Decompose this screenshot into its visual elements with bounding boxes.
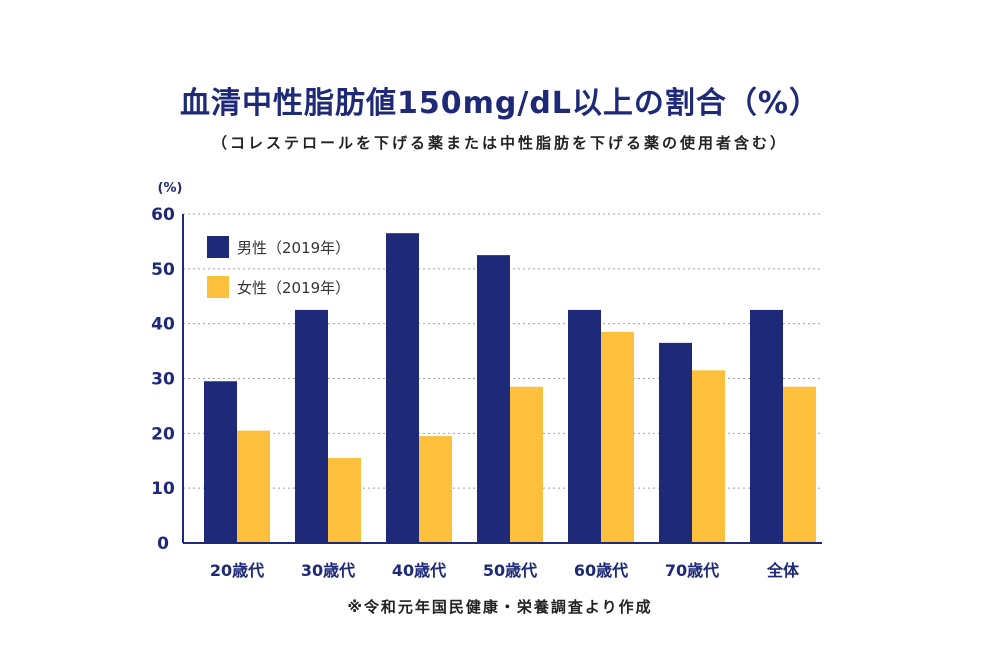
y-tick-label: 40 — [151, 315, 175, 335]
y-tick-label: 10 — [151, 479, 175, 499]
legend-swatch — [207, 276, 229, 298]
y-tick-label: 30 — [151, 370, 175, 390]
bar-male — [568, 309, 601, 543]
bar-male — [386, 233, 419, 544]
x-tick-labels: 20歳代 30歳代 40歳代 50歳代 60歳代 70歳代 全体 — [210, 561, 800, 580]
chart-subtitle: （コレステロールを下げる薬または中性脂肪を下げる薬の使用者含む） — [211, 134, 788, 152]
x-tick-label: 50歳代 — [483, 561, 537, 580]
bar-female — [692, 370, 725, 543]
legend-label: 女性（2019年） — [237, 279, 350, 297]
bar-female — [783, 386, 816, 543]
legend-label: 男性（2019年） — [237, 239, 350, 257]
legend: 男性（2019年） 女性（2019年） — [207, 236, 350, 298]
bar-female — [328, 458, 361, 543]
gridlines — [183, 213, 822, 489]
chart-title: 血清中性脂肪値150mg/dL以上の割合（%） — [180, 86, 820, 121]
x-tick-label: 40歳代 — [392, 561, 446, 580]
axes — [182, 214, 822, 544]
legend-swatch — [207, 236, 229, 258]
bars — [204, 233, 816, 544]
y-tick-label: 20 — [151, 424, 175, 444]
bar-female — [601, 331, 634, 543]
x-tick-label: 30歳代 — [301, 561, 355, 580]
bar-female — [419, 436, 452, 543]
y-axis-unit-label: (%) — [158, 181, 183, 196]
y-tick-labels: 0 10 20 30 40 50 60 — [151, 205, 175, 554]
source-note: ※令和元年国民健康・栄養調査より作成 — [347, 598, 653, 616]
x-tick-label: 20歳代 — [210, 561, 264, 580]
x-tick-label: 70歳代 — [665, 561, 719, 580]
x-tick-label: 全体 — [766, 561, 800, 580]
y-tick-label: 50 — [151, 260, 175, 280]
bar-female — [510, 386, 543, 543]
y-tick-label: 0 — [157, 534, 169, 554]
bar-female — [237, 430, 270, 543]
x-tick-label: 60歳代 — [574, 561, 628, 580]
bar-male — [295, 309, 328, 543]
bar-male — [750, 309, 783, 543]
bar-male — [477, 255, 510, 543]
bar-male — [204, 381, 237, 543]
y-tick-label: 60 — [151, 205, 175, 225]
bar-male — [659, 342, 692, 543]
